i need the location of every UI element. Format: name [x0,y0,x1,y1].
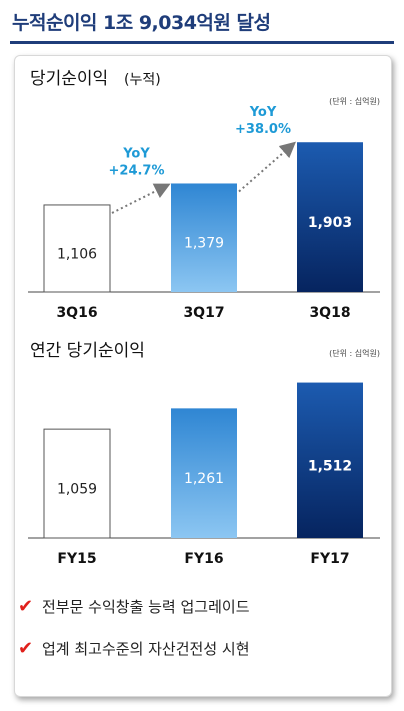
bar-value-label: 1,512 [308,458,352,474]
x-tick-label: FY15 [57,551,96,567]
bar-value-label: 1,059 [57,482,97,498]
title-underline [10,41,394,44]
bullet-1: ✔ 전부문 수익창출 능력 업그레이드 [18,596,250,617]
chart1-unit-note: (단위 : 십억원) [329,96,380,106]
growth-label: YoY [122,146,150,161]
x-tick-label: 3Q16 [56,305,97,321]
x-tick-label: FY16 [184,551,223,567]
page-title: 누적순이익 1조 9,034억원 달성 [12,12,271,34]
chart1-title-suffix: (누적) [124,72,161,88]
bullet-2-text: 업계 최고수준의 자산건전성 시현 [42,640,250,658]
chart2-unit-note: (단위 : 십억원) [329,348,380,358]
bullet-2: ✔ 업계 최고수준의 자산건전성 시현 [18,638,250,659]
bar-fy15 [43,428,111,539]
bar-fy16 [171,408,237,538]
chart2-title: 연간 당기순이익 [30,341,145,361]
chart1-plot: 1,106 3Q16 1,379 3Q17 1,903 3Q18 YoY +24.7% YoY +… [28,105,380,321]
x-tick-label: FY17 [310,551,349,567]
bar-value-label: 1,261 [184,471,224,487]
check-icon: ✔ [18,596,34,617]
growth-label: YoY [249,105,277,120]
bar-3q16 [43,204,111,293]
chart1-title: 당기순이익 [30,69,108,89]
check-icon: ✔ [18,638,34,659]
growth-arrow [238,141,297,193]
bar-3q18 [297,142,363,292]
bar-3q17 [171,183,237,292]
x-tick-label: 3Q17 [183,305,224,321]
bar-fy17 [297,382,363,538]
bar-value-label: 1,379 [184,236,224,252]
bullet-1-text: 전부문 수익창출 능력 업그레이드 [42,598,250,616]
growth-arrow [111,183,171,214]
bar-value-label: 1,106 [57,246,97,262]
chart2-plot: 1,059 FY15 1,261 FY16 1,512 FY17 [28,382,380,567]
growth-value: +38.0% [235,122,291,137]
growth-value: +24.7% [109,163,165,178]
x-tick-label: 3Q18 [309,305,350,321]
bar-value-label: 1,903 [308,215,352,231]
